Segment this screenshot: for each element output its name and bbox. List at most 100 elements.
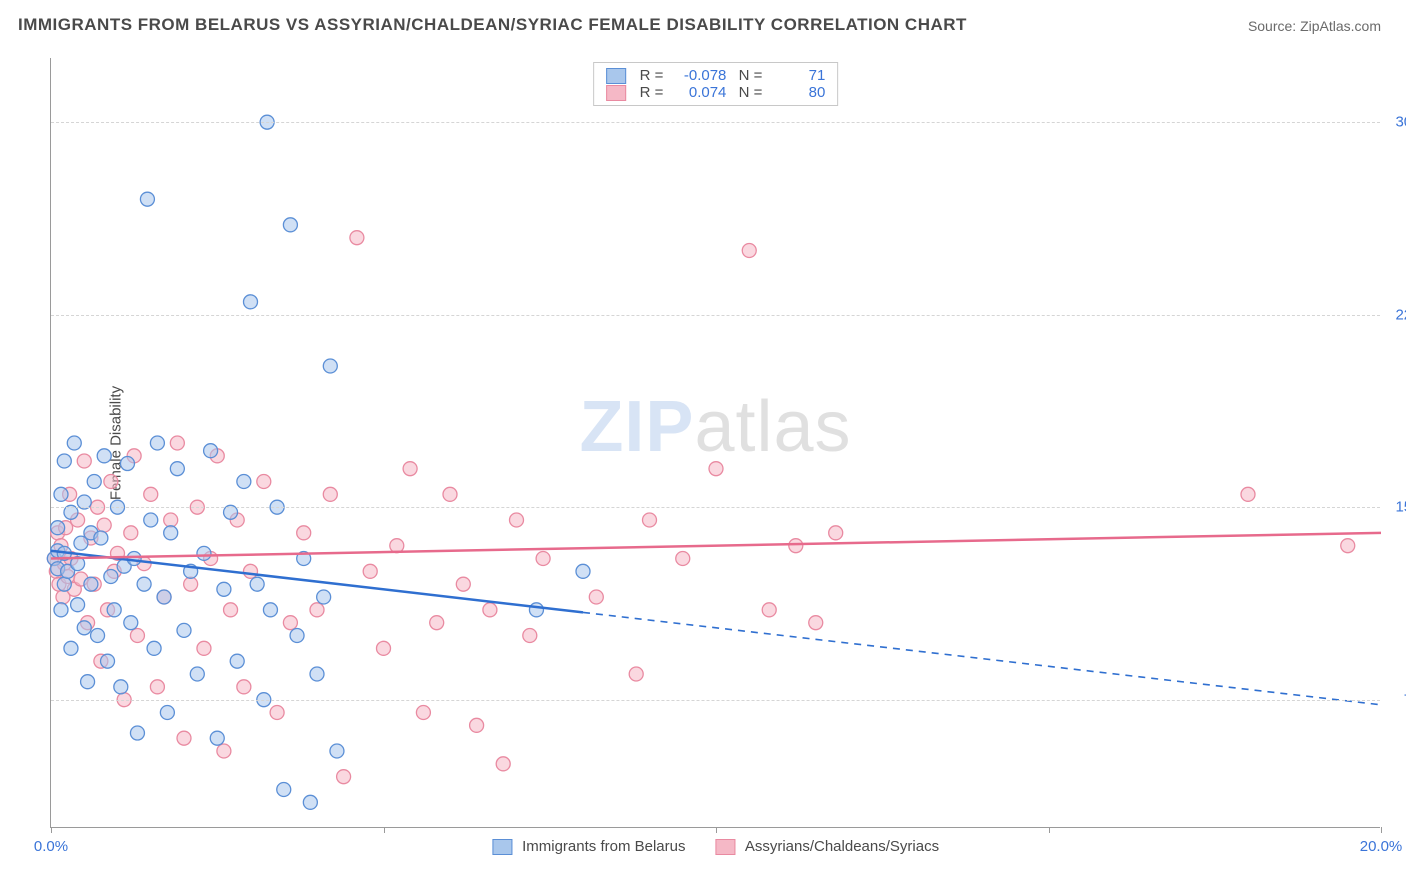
data-point-belarus xyxy=(277,783,291,797)
data-point-assyrian xyxy=(244,564,258,578)
legend-label-belarus: Immigrants from Belarus xyxy=(522,838,685,855)
data-point-belarus xyxy=(237,475,251,489)
source-attribution: Source: ZipAtlas.com xyxy=(1248,18,1381,34)
data-point-assyrian xyxy=(124,526,138,540)
data-point-assyrian xyxy=(184,577,198,591)
data-point-belarus xyxy=(157,590,171,604)
r-label: R = xyxy=(640,84,664,101)
x-tick xyxy=(51,827,52,833)
x-tick-label: 0.0% xyxy=(34,838,68,855)
data-point-assyrian xyxy=(257,475,271,489)
data-point-belarus xyxy=(303,795,317,809)
data-point-belarus xyxy=(87,475,101,489)
data-point-belarus xyxy=(576,564,590,578)
data-point-assyrian xyxy=(829,526,843,540)
gridline-h xyxy=(51,700,1380,701)
data-point-belarus xyxy=(120,457,134,471)
chart-container: IMMIGRANTS FROM BELARUS VS ASSYRIAN/CHAL… xyxy=(0,0,1406,892)
data-point-assyrian xyxy=(496,757,510,771)
data-point-assyrian xyxy=(323,487,337,501)
legend-label-assyrian: Assyrians/Chaldeans/Syriacs xyxy=(745,838,939,855)
data-point-belarus xyxy=(51,521,65,535)
data-point-assyrian xyxy=(709,462,723,476)
data-point-belarus xyxy=(210,731,224,745)
data-point-belarus xyxy=(94,531,108,545)
data-point-assyrian xyxy=(523,629,537,643)
data-point-belarus xyxy=(164,526,178,540)
data-point-assyrian xyxy=(742,244,756,258)
data-point-belarus xyxy=(81,675,95,689)
data-point-belarus xyxy=(144,513,158,527)
data-point-belarus xyxy=(54,487,68,501)
data-point-belarus xyxy=(170,462,184,476)
data-point-belarus xyxy=(197,546,211,560)
data-point-belarus xyxy=(71,598,85,612)
data-point-belarus xyxy=(150,436,164,450)
data-point-assyrian xyxy=(144,487,158,501)
gridline-h xyxy=(51,507,1380,508)
data-point-belarus xyxy=(91,629,105,643)
data-point-assyrian xyxy=(150,680,164,694)
data-point-assyrian xyxy=(443,487,457,501)
data-point-belarus xyxy=(330,744,344,758)
data-point-assyrian xyxy=(483,603,497,617)
n-value-belarus: 71 xyxy=(770,67,825,84)
data-point-belarus xyxy=(147,641,161,655)
data-point-assyrian xyxy=(104,475,118,489)
data-point-belarus xyxy=(84,577,98,591)
data-point-assyrian xyxy=(456,577,470,591)
data-point-assyrian xyxy=(237,680,251,694)
data-point-belarus xyxy=(57,454,71,468)
data-point-belarus xyxy=(67,436,81,450)
data-point-belarus xyxy=(64,641,78,655)
gridline-h xyxy=(51,122,1380,123)
source-label: Source: xyxy=(1248,18,1296,34)
n-label: N = xyxy=(734,84,762,101)
data-point-belarus xyxy=(244,295,258,309)
data-point-belarus xyxy=(57,577,71,591)
x-tick xyxy=(1049,827,1050,833)
data-point-belarus xyxy=(263,603,277,617)
data-point-assyrian xyxy=(643,513,657,527)
regression-extrapolation-belarus xyxy=(583,612,1381,704)
data-point-belarus xyxy=(127,552,141,566)
data-point-assyrian xyxy=(1341,539,1355,553)
data-point-belarus xyxy=(230,654,244,668)
gridline-h xyxy=(51,315,1380,316)
data-point-assyrian xyxy=(377,641,391,655)
legend-item-assyrian: Assyrians/Chaldeans/Syriacs xyxy=(715,838,939,855)
data-point-assyrian xyxy=(297,526,311,540)
data-point-assyrian xyxy=(363,564,377,578)
data-point-assyrian xyxy=(130,629,144,643)
data-point-belarus xyxy=(217,582,231,596)
data-point-belarus xyxy=(529,603,543,617)
data-point-assyrian xyxy=(676,552,690,566)
plot-area: Female Disability ZIPatlas R = -0.078 N … xyxy=(50,58,1380,828)
data-point-assyrian xyxy=(270,706,284,720)
data-point-belarus xyxy=(114,680,128,694)
swatch-belarus xyxy=(606,68,626,84)
x-tick-label: 20.0% xyxy=(1360,838,1403,855)
data-point-assyrian xyxy=(97,518,111,532)
data-point-belarus xyxy=(290,629,304,643)
series-legend: Immigrants from Belarus Assyrians/Chalde… xyxy=(492,838,939,855)
data-point-assyrian xyxy=(536,552,550,566)
data-point-belarus xyxy=(323,359,337,373)
data-point-assyrian xyxy=(430,616,444,630)
source-value: ZipAtlas.com xyxy=(1300,18,1381,34)
data-point-belarus xyxy=(137,577,151,591)
data-point-assyrian xyxy=(510,513,524,527)
chart-title: IMMIGRANTS FROM BELARUS VS ASSYRIAN/CHAL… xyxy=(18,15,967,35)
data-point-belarus xyxy=(140,192,154,206)
data-point-assyrian xyxy=(164,513,178,527)
data-point-assyrian xyxy=(170,436,184,450)
data-point-belarus xyxy=(101,654,115,668)
data-point-assyrian xyxy=(403,462,417,476)
data-point-belarus xyxy=(160,706,174,720)
data-point-belarus xyxy=(250,577,264,591)
legend-item-belarus: Immigrants from Belarus xyxy=(492,838,686,855)
data-point-assyrian xyxy=(310,603,324,617)
data-point-belarus xyxy=(204,444,218,458)
data-point-belarus xyxy=(104,569,118,583)
x-tick xyxy=(384,827,385,833)
